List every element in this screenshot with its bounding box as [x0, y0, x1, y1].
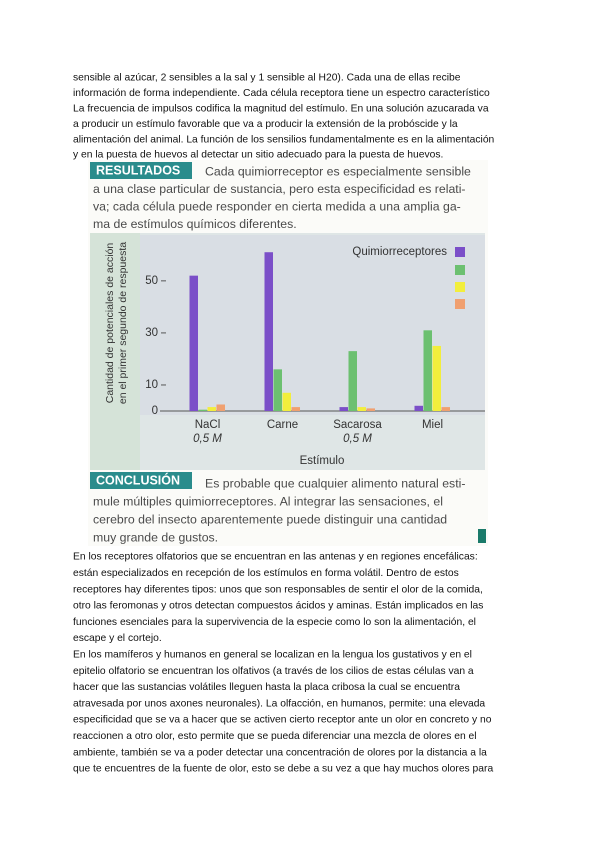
figure-text: ma de estímulos químicos diferentes. — [93, 217, 297, 231]
x-tick-label: Miel — [422, 419, 443, 431]
text-line: sensible al azúcar, 2 sensibles a la sal… — [73, 73, 461, 84]
bar — [414, 405, 423, 411]
text-line: especificidad que se va a hacer que se a… — [73, 715, 492, 726]
results-heading: RESULTADOS — [96, 163, 180, 177]
bar — [216, 404, 225, 411]
bar — [273, 369, 282, 411]
text-line: En los mamíferos y humanos en general se… — [73, 650, 472, 661]
y-label-bg — [90, 233, 140, 470]
bar — [366, 408, 375, 411]
x-tick-label: Sacarosa — [333, 419, 382, 431]
end-mark — [478, 529, 486, 543]
x-tick-sublabel: 0,5 M — [193, 433, 222, 445]
figure-text: va; cada célula puede responder en ciert… — [93, 199, 461, 213]
legend-swatch — [455, 282, 465, 292]
bar — [282, 392, 291, 411]
text-line: hacer que las sustancias volátiles llegu… — [73, 682, 460, 693]
text-line: La frecuencia de impulsos codifica la ma… — [73, 104, 489, 115]
bar — [198, 409, 207, 411]
bar — [189, 275, 198, 411]
y-axis-label: Cantidad de potenciales de acción — [104, 243, 116, 404]
legend-swatch — [455, 247, 465, 257]
text-line: En los receptores olfatorios que se encu… — [73, 552, 478, 563]
legend-label: Quimiorreceptores — [352, 246, 447, 258]
conclusion-heading-bg — [90, 472, 192, 489]
x-tick-label: NaCl — [195, 419, 221, 431]
y-axis-label: en el primer segundo de respuesta — [117, 242, 129, 404]
text-line: ambiente, también se va a poder detectar… — [73, 747, 487, 758]
figure-text: mule múltiples quimiorreceptores. Al int… — [93, 494, 443, 508]
text-line: atravesada por unos axones neuronales). … — [73, 698, 485, 709]
text-line: a producir un estímulo favorable que va … — [73, 119, 458, 130]
text-line: que te encuentres de la fuente de olor, … — [73, 764, 493, 775]
figure-text: Es probable que cualquier alimento natur… — [205, 476, 465, 490]
legend-swatch — [455, 299, 465, 309]
y-tick-label: 50 — [145, 275, 158, 287]
text-line: epitelio olfatorio se encuentran los olf… — [73, 666, 474, 677]
figure-text: cerebro del insecto aparentemente puede … — [93, 512, 447, 526]
results-heading-bg — [90, 162, 192, 179]
legend-swatch — [455, 265, 465, 275]
y-tick-label: 10 — [145, 379, 158, 391]
text-line: otro las feromonas y otros detectan comp… — [73, 601, 483, 612]
conclusion-heading: CONCLUSIÓN — [96, 472, 180, 487]
bar — [291, 407, 300, 411]
bar — [441, 407, 450, 411]
figure-text: a una clase particular de sustancia, per… — [93, 182, 466, 196]
text-line: escape y el cortejo. — [73, 633, 162, 644]
figure-text: muy grande de gustos. — [93, 530, 218, 544]
x-axis-label: Estímulo — [300, 455, 345, 467]
y-tick-label: 0 — [152, 405, 158, 417]
text-line: están especializados en recepción de los… — [73, 568, 459, 579]
bar — [264, 252, 273, 411]
text-line: reaccionen a otro olor, esto permite que… — [73, 731, 477, 742]
bar — [432, 345, 441, 411]
text-line: funciones esenciales para la supervivenc… — [73, 617, 476, 628]
bar — [339, 407, 348, 411]
bar — [357, 407, 366, 411]
text-line: alimentación del animal. La función de l… — [73, 134, 495, 145]
text-line: y en la puesta de huevos al detectar un … — [73, 150, 443, 161]
y-tick-label: 30 — [145, 327, 158, 339]
figure-text: Cada quimiorreceptor es especialmente se… — [205, 164, 471, 178]
x-tick-label: Carne — [267, 419, 298, 431]
text-line: información de forma independiente. Cada… — [73, 88, 490, 99]
bar — [423, 330, 432, 411]
x-tick-sublabel: 0,5 M — [343, 433, 372, 445]
bar — [348, 351, 357, 411]
bar — [207, 407, 216, 411]
text-line: receptores hay diferentes tipos: unos qu… — [73, 584, 483, 595]
